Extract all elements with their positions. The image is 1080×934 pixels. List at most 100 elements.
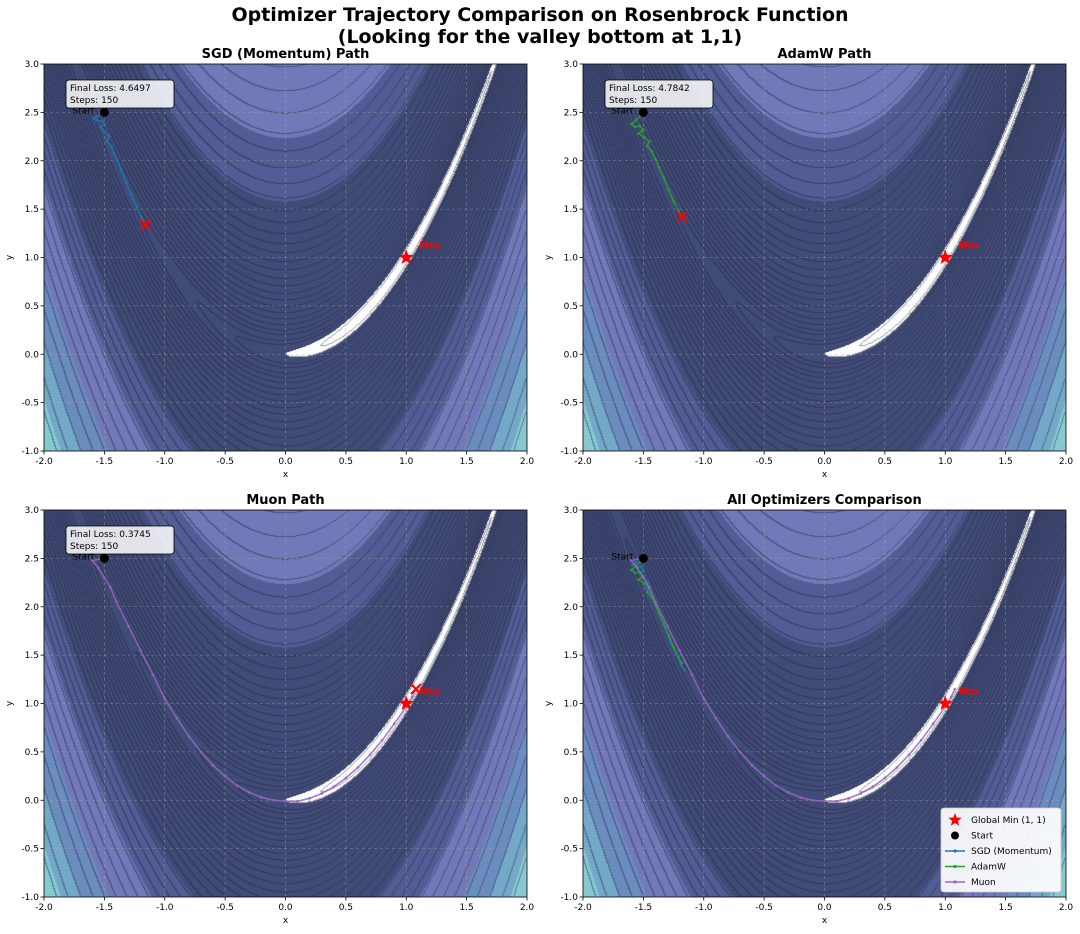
trajectory-point bbox=[308, 796, 312, 800]
y-tick-label: -1.0 bbox=[21, 447, 39, 457]
subplot-title: AdamW Path bbox=[778, 47, 872, 62]
trajectory-point bbox=[199, 750, 203, 754]
trajectory-point bbox=[823, 799, 826, 803]
info-final-loss: Final Loss: 4.6497 bbox=[70, 84, 151, 94]
trajectory-point bbox=[102, 130, 106, 134]
global-min-star bbox=[937, 695, 953, 710]
x-tick-label: -2.0 bbox=[35, 903, 53, 913]
trajectory-point bbox=[105, 140, 109, 143]
trajectory-point bbox=[109, 586, 112, 589]
info-steps: Steps: 150 bbox=[609, 96, 658, 106]
trajectory-point bbox=[112, 151, 116, 155]
y-tick-label: 1.5 bbox=[564, 205, 578, 215]
trajectory-point bbox=[690, 673, 694, 676]
trajectory-point bbox=[320, 792, 324, 795]
start-marker bbox=[99, 107, 109, 117]
trajectory-point bbox=[115, 600, 118, 604]
legend-line-marker bbox=[953, 880, 957, 884]
y-tick-label: 1.5 bbox=[25, 205, 39, 215]
trajectory-point bbox=[107, 135, 111, 138]
x-tick-label: 0.5 bbox=[339, 457, 353, 467]
subplot-1: Start Min -2.0 -1.5 -1.0 -0.5 0.0 0.5 1.0 1.5 2.0 -… bbox=[5, 47, 534, 480]
grid bbox=[583, 510, 1066, 897]
info-steps: Steps: 150 bbox=[70, 96, 119, 106]
trajectory-point bbox=[643, 136, 646, 139]
x-tick-label: -0.5 bbox=[216, 457, 234, 467]
trajectory-point bbox=[332, 785, 336, 789]
trajectory-point bbox=[639, 565, 643, 569]
figure-title-line2: (Looking for the valley bottom at 1,1) bbox=[337, 26, 743, 48]
x-tick-label: 1.5 bbox=[998, 903, 1012, 913]
trajectory-point bbox=[175, 716, 179, 720]
legend-entry: Global Min (1, 1) bbox=[971, 816, 1046, 826]
x-tick-label: -0.5 bbox=[755, 457, 773, 467]
trajectory-point bbox=[676, 655, 680, 659]
x-tick-label: -1.5 bbox=[635, 457, 653, 467]
trajectory-point bbox=[392, 722, 396, 726]
x-tick-label: 1.0 bbox=[938, 457, 953, 467]
trajectory-point bbox=[883, 776, 887, 780]
global-min-star bbox=[398, 695, 414, 710]
trajectory-point bbox=[648, 140, 651, 143]
x-axis-label: x bbox=[283, 916, 289, 926]
trajectory-point bbox=[645, 590, 649, 594]
x-tick-label: 0.5 bbox=[878, 903, 892, 913]
x-axis-label: x bbox=[822, 916, 828, 926]
y-tick-label: 0.5 bbox=[564, 748, 578, 758]
y-tick-label: 0.0 bbox=[564, 350, 579, 360]
x-tick-label: 1.0 bbox=[399, 457, 414, 467]
trajectory-point bbox=[774, 784, 778, 788]
x-tick-label: 1.0 bbox=[938, 903, 953, 913]
legend-entry: Start bbox=[971, 832, 993, 842]
y-tick-label: 3.0 bbox=[25, 506, 40, 516]
y-tick-label: 2.5 bbox=[25, 108, 39, 118]
x-tick-label: -1.5 bbox=[96, 457, 114, 467]
y-tick-label: 3.0 bbox=[564, 60, 579, 70]
x-tick-label: 0.0 bbox=[817, 903, 832, 913]
trajectory-point bbox=[92, 116, 95, 120]
trajectory-point bbox=[284, 799, 287, 803]
trajectory-point bbox=[124, 180, 128, 184]
trajectories bbox=[92, 110, 152, 231]
y-tick-label: 2.0 bbox=[564, 603, 579, 613]
trajectory-point bbox=[235, 784, 239, 788]
trajectory-point bbox=[650, 149, 654, 153]
x-tick-label: -0.5 bbox=[755, 903, 773, 913]
start-label: Start bbox=[611, 106, 633, 116]
y-tick-label: 2.0 bbox=[25, 603, 40, 613]
trajectory-point bbox=[344, 776, 348, 780]
trajectory-point bbox=[667, 634, 671, 638]
y-tick-label: -0.5 bbox=[560, 845, 578, 855]
trajectory-point bbox=[672, 645, 675, 649]
trajectory-point bbox=[629, 122, 633, 126]
y-tick-label: 1.0 bbox=[564, 254, 579, 264]
x-tick-label: -2.0 bbox=[574, 903, 592, 913]
trajectory-point bbox=[645, 144, 649, 148]
trajectory-point bbox=[634, 560, 638, 564]
trajectory-point bbox=[847, 796, 851, 800]
trajectory-point bbox=[102, 576, 106, 580]
min-label: Min bbox=[958, 241, 979, 252]
trajectory-point bbox=[654, 157, 657, 161]
trajectory-point bbox=[634, 118, 638, 122]
x-tick-label: -1.5 bbox=[96, 903, 114, 913]
figure-title-line1: Optimizer Trajectory Comparison on Rosen… bbox=[231, 4, 849, 26]
subplot-3: Start Min -2.0 -1.5 -1.0 -0.5 0.0 0.5 1.0 1.5 2.0 -… bbox=[5, 493, 534, 926]
trajectory-point bbox=[116, 159, 120, 163]
trajectory-point bbox=[680, 661, 684, 665]
x-tick-label: 0.5 bbox=[878, 457, 892, 467]
y-tick-label: 1.5 bbox=[564, 651, 578, 661]
y-tick-label: -0.5 bbox=[21, 399, 39, 409]
trajectory-point bbox=[871, 785, 875, 789]
y-tick-label: 0.5 bbox=[25, 748, 39, 758]
trajectory-point bbox=[641, 576, 645, 580]
trajectory-point bbox=[127, 624, 130, 628]
trajectory-point bbox=[380, 738, 384, 742]
x-tick-label: 0.0 bbox=[817, 457, 832, 467]
y-axis-label: y bbox=[544, 254, 554, 260]
start-marker bbox=[638, 107, 648, 117]
subplot-2: Start Min -2.0 -1.5 -1.0 -0.5 0.0 0.5 1.0 1.5 2.0 -… bbox=[544, 47, 1073, 480]
x-tick-label: 1.5 bbox=[459, 457, 473, 467]
